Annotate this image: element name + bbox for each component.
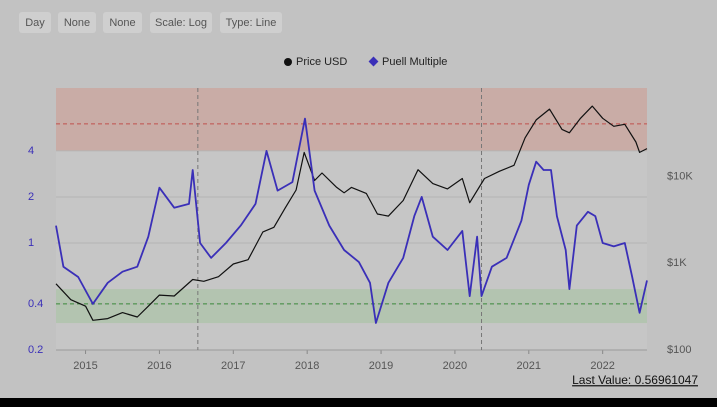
bottom-bar (0, 398, 717, 407)
x-tick-label: 2017 (221, 360, 245, 372)
series-line (55, 117, 648, 324)
toolbar-button[interactable] (19, 12, 51, 33)
y-tick-label: 2 (28, 191, 34, 203)
toolbar-button[interactable] (103, 12, 142, 33)
y2-tick-label: $100 (667, 344, 691, 356)
y-tick-label: 4 (28, 145, 34, 157)
zone (56, 289, 647, 324)
y2-tick-label: $10K (667, 170, 693, 182)
toolbar-button-label[interactable]: None (109, 17, 135, 29)
x-tick-label: 2015 (73, 360, 97, 372)
x-tick-label: 2016 (147, 360, 171, 372)
x-tick-label: 2018 (295, 360, 319, 372)
x-tick-label: 2019 (369, 360, 393, 372)
zone (56, 88, 647, 151)
toolbar-button[interactable] (58, 12, 96, 33)
toolbar-button[interactable] (220, 12, 282, 33)
x-tick-label: 2022 (590, 360, 614, 372)
toolbar-button[interactable] (150, 12, 212, 33)
legend-entry: Price USD (296, 56, 347, 68)
toolbar: Day None None Scale: Log Type: Line (19, 12, 282, 33)
toolbar-button-label[interactable]: Scale: Log (155, 17, 207, 29)
x-tick-label: 2021 (517, 360, 541, 372)
toolbar-button-label[interactable]: Type: Line (226, 17, 277, 29)
x-tick-label: 2020 (443, 360, 467, 372)
legend-entry: Puell Multiple (382, 56, 447, 68)
last-value: Last Value: 0.56961047 (572, 373, 698, 387)
toolbar-button-label[interactable]: None (64, 17, 90, 29)
plot-area: 0.2 0.4 1 2 4 $100 $1K $10K 2015 2016 2017 2018 2019… (28, 88, 693, 372)
toolbar-button-label[interactable]: Day (25, 17, 45, 29)
y2-tick-label: $1K (667, 257, 687, 269)
y-tick-label: 0.4 (28, 298, 43, 310)
legend-marker-price (284, 58, 292, 66)
series-line (55, 105, 648, 321)
y-tick-label: 0.2 (28, 344, 43, 356)
y-tick-label: 1 (28, 237, 34, 249)
